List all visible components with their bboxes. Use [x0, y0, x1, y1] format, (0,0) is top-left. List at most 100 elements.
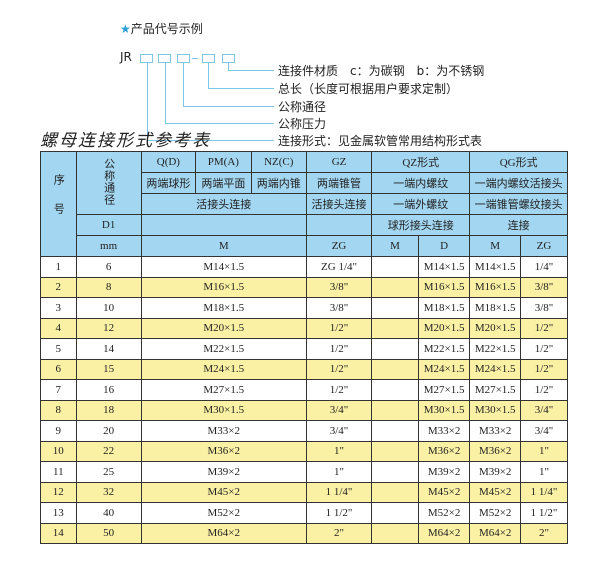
cell-no: 1 — [40, 256, 77, 278]
cell-no: 2 — [40, 276, 77, 298]
cell-no: 4 — [40, 317, 77, 339]
cell-qg-zg: 1/2" — [520, 379, 568, 401]
header-nz: NZ(C) — [250, 151, 307, 173]
cell-qz-d: M14×1.5 — [417, 256, 471, 278]
header-qz: QZ形式 — [371, 151, 471, 173]
cell-m: M64×2 — [140, 522, 307, 544]
cell-qz-d: M22×1.5 — [417, 338, 471, 360]
cell-qg-zg: 1/2" — [520, 338, 568, 360]
cell-qg-m: M24×1.5 — [469, 358, 522, 380]
cell-dn: 6 — [75, 256, 142, 278]
cell-m: M33×2 — [140, 420, 307, 442]
cell-m: M39×2 — [140, 461, 307, 483]
cell-qz-m — [371, 481, 419, 503]
cell-qz-d: M36×2 — [417, 440, 471, 462]
header-qd: Q(D) — [140, 151, 197, 173]
header-gz-desc: 两端锥管 — [305, 172, 373, 194]
cell-qz-d: M24×1.5 — [417, 358, 471, 380]
cell-m: M18×1.5 — [140, 297, 307, 319]
cell-qg-m: M52×2 — [469, 502, 522, 524]
cell-m: M16×1.5 — [140, 276, 307, 298]
star-icon: ★ — [120, 22, 131, 36]
leader-line — [208, 63, 209, 88]
cell-qg-zg: 3/8" — [520, 276, 568, 298]
table-row: 14 50 M64×2 2" M64×2 M64×2 2" — [40, 522, 568, 544]
leader-line — [228, 63, 229, 70]
header-gz-union: 活接头连接 — [305, 193, 373, 215]
cell-zg: 2" — [305, 522, 373, 544]
leader-line — [165, 63, 166, 123]
cell-no: 3 — [40, 297, 77, 319]
header-seq: 序号 — [40, 151, 77, 257]
legend-title-text: 产品代号示例 — [130, 22, 203, 36]
cell-qz-m — [371, 297, 419, 319]
cell-no: 13 — [40, 502, 77, 524]
cell-m: M22×1.5 — [140, 338, 307, 360]
header-qg-desc3: 连接 — [469, 214, 568, 236]
legend-title: ★产品代号示例 — [120, 20, 203, 37]
cell-dn: 22 — [75, 440, 142, 462]
cell-dn: 32 — [75, 481, 142, 503]
cell-qz-m — [371, 358, 419, 380]
cell-no: 9 — [40, 420, 77, 442]
cell-m: M24×1.5 — [140, 358, 307, 380]
header-d1: D1 — [75, 214, 142, 236]
cell-qg-m: M20×1.5 — [469, 317, 522, 339]
table-row: 7 16 M27×1.5 1/2" M27×1.5 M27×1.5 1/2" — [40, 379, 568, 401]
header-pm-desc: 两端平面 — [195, 172, 252, 194]
table-row: 13 40 M52×2 1 1/2" M52×2 M52×2 1 1/2" — [40, 502, 568, 524]
code-box — [222, 54, 235, 63]
header-nominal: 公称通径 — [75, 151, 142, 215]
cell-qz-d: M45×2 — [417, 481, 471, 503]
cell-qg-zg: 3/8" — [520, 297, 568, 319]
nut-connection-table: 序号 公称通径 Q(D) PM(A) NZ(C) GZ QZ形式 QG形式 两端… — [40, 151, 568, 544]
cell-qz-d: M30×1.5 — [417, 399, 471, 421]
cell-qg-zg: 1" — [520, 440, 568, 462]
leader-line — [183, 106, 274, 107]
header-seq-text: 序号 — [52, 173, 65, 232]
cell-qg-zg: 1/2" — [520, 358, 568, 380]
header-empty — [140, 214, 307, 236]
cell-qz-d: M39×2 — [417, 461, 471, 483]
code-box — [202, 54, 215, 63]
cell-zg: 1" — [305, 440, 373, 462]
header-m: M — [140, 235, 307, 257]
header-qg-desc: 一端内螺纹活接头 — [469, 172, 568, 194]
cell-no: 7 — [40, 379, 77, 401]
cell-qg-m: M64×2 — [469, 522, 522, 544]
cell-qg-m: M27×1.5 — [469, 379, 522, 401]
cell-dn: 50 — [75, 522, 142, 544]
cell-m: M20×1.5 — [140, 317, 307, 339]
cell-qg-m: M33×2 — [469, 420, 522, 442]
cell-zg: 3/4" — [305, 420, 373, 442]
section-title: 螺母连接形式参考表 — [40, 131, 211, 151]
leader-line — [228, 70, 274, 71]
header-nz-desc: 两端内锥 — [250, 172, 307, 194]
cell-m: M27×1.5 — [140, 379, 307, 401]
cell-dn: 12 — [75, 317, 142, 339]
cell-dn: 18 — [75, 399, 142, 421]
cell-qz-m — [371, 256, 419, 278]
header-qg: QG形式 — [469, 151, 568, 173]
cell-qg-zg: 1/4" — [520, 256, 568, 278]
cell-qz-d: M18×1.5 — [417, 297, 471, 319]
cell-qz-m — [371, 379, 419, 401]
code-box — [158, 54, 171, 63]
cell-m: M30×1.5 — [140, 399, 307, 421]
cell-no: 6 — [40, 358, 77, 380]
leader-line — [208, 88, 274, 89]
cell-no: 10 — [40, 440, 77, 462]
header-qz-desc2: 一端外螺纹 — [371, 193, 471, 215]
cell-qz-d: M33×2 — [417, 420, 471, 442]
cell-qg-m: M39×2 — [469, 461, 522, 483]
header-qz-d: D — [417, 235, 471, 257]
code-prefix: JR — [120, 50, 132, 64]
cell-no: 8 — [40, 399, 77, 421]
cell-no: 11 — [40, 461, 77, 483]
cell-zg: 1/2" — [305, 317, 373, 339]
legend-item: 连接形式：见金属软管常用结构形式表 — [278, 134, 483, 148]
cell-no: 14 — [40, 522, 77, 544]
cell-zg: 1 1/2" — [305, 502, 373, 524]
code-box — [140, 54, 153, 63]
code-dash — [192, 58, 198, 59]
